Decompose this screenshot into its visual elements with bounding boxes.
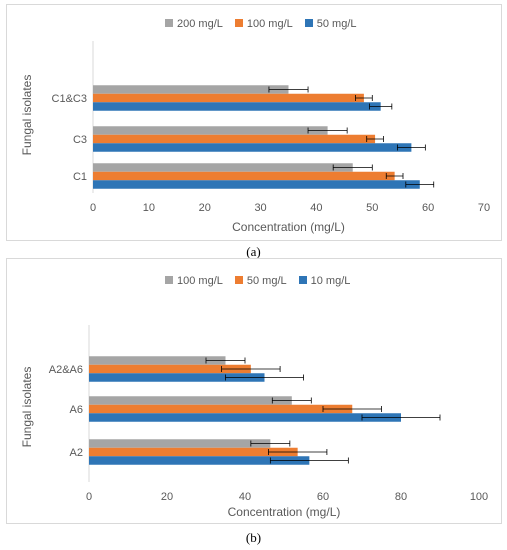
x-tick-label: 20 [199,202,211,214]
legend-item: 100 mg/L [165,275,223,287]
bar [93,163,353,172]
category-label: A2 [70,447,83,459]
bar [89,404,353,414]
y-axis-title: Fungal isolates [20,75,34,156]
legend-swatch [298,276,307,284]
x-tick-label: 40 [239,491,251,503]
legend-item: 10 mg/L [298,275,351,287]
bar [89,447,298,457]
bar [89,413,401,422]
bar [89,396,292,405]
bar [93,134,376,144]
legend-swatch [234,19,243,27]
category-label: C3 [73,134,87,146]
bar [89,364,251,374]
bar [93,85,289,94]
x-tick-label: 30 [254,202,266,214]
chart-b-svg: A2 A6 A2&A6 0 20 40 60 80 100 Concentration (mg/L… [20,325,488,519]
legend-label: 200 mg/L [177,18,223,30]
x-tick-label: 10 [143,202,155,214]
category-label: A2&A6 [49,364,83,376]
legend-label: 50 mg/L [316,18,357,30]
legend-swatch [304,19,313,27]
legend-item: 200 mg/L [165,18,223,30]
bar [93,180,420,189]
bar [93,93,364,103]
bar [93,126,328,135]
x-tick-label: 20 [161,491,173,503]
x-tick-label: 0 [86,491,92,503]
bar [93,171,395,181]
bar [89,439,271,448]
x-tick-label: 60 [317,491,329,503]
x-tick-label: 100 [470,491,488,503]
bar [89,373,265,382]
legend-label: 100 mg/L [177,275,223,287]
category-label: A6 [70,404,83,416]
x-tick-label: 70 [478,202,490,214]
bar [89,356,226,365]
legend-item: 50 mg/L [234,275,287,287]
legend-b: 100 mg/L 50 mg/L 10 mg/L [165,275,362,287]
legend-swatch [165,19,173,27]
caption-b: (b) [245,530,262,545]
chart-panel-a: 200 mg/L 100 mg/L 50 mg/L C1 C3 C1&C3 0 10 20 30… [6,4,502,241]
bar [93,143,412,152]
legend-label: 50 mg/L [246,275,287,287]
legend-label: 100 mg/L [246,18,293,30]
bar [93,102,381,111]
legend-swatch [234,276,243,284]
x-tick-label: 80 [395,491,407,503]
legend-item: 100 mg/L [234,18,293,30]
legend-label: 10 mg/L [310,275,351,287]
x-tick-label: 50 [366,202,378,214]
caption-a: (a) [246,244,261,259]
x-tick-label: 0 [90,202,96,214]
legend-a: 200 mg/L 100 mg/L 50 mg/L [165,18,369,30]
y-axis-title: Fungal isolates [20,367,34,448]
legend-item: 50 mg/L [304,18,357,30]
x-tick-label: 40 [310,202,322,214]
category-label: C1&C3 [52,93,87,105]
chart-panel-b: 100 mg/L 50 mg/L 10 mg/L A2 A6 A2&A6 0 20 40 60 8… [6,258,502,524]
x-axis-title: Concentration (mg/L) [228,505,341,519]
x-tick-label: 60 [422,202,434,214]
bar [89,456,310,465]
legend-swatch [165,276,173,284]
x-axis-title: Concentration (mg/L) [232,220,345,234]
chart-a-svg: C1 C3 C1&C3 0 10 20 30 40 50 60 70 Concentration (m… [20,41,490,234]
category-label: C1 [73,171,87,183]
